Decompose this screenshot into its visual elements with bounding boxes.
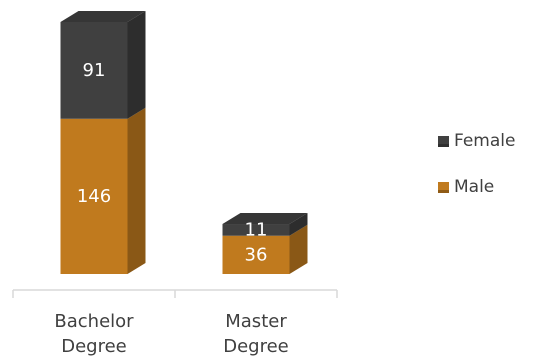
bars-layer xyxy=(60,11,308,274)
bar-female-side-bachelor xyxy=(127,11,146,119)
bar-female-top-bachelor xyxy=(60,11,146,22)
legend-swatch-male xyxy=(438,181,449,193)
bar-female-top-master xyxy=(222,213,308,225)
data-label-male-master: 36 xyxy=(245,244,268,265)
legend-label-male: Male xyxy=(454,177,495,197)
data-label-male-bachelor: 146 xyxy=(77,186,111,207)
data-labels-layer: 146 91 36 11 xyxy=(77,60,268,265)
category-label-bachelor: Bachelor Degree xyxy=(54,311,134,357)
legend-label-female: Female xyxy=(454,131,516,151)
legend-swatch-female xyxy=(438,135,449,147)
category-label-master: Master Degree xyxy=(223,311,289,357)
data-label-female-bachelor: 91 xyxy=(83,60,106,81)
bar-male-side-master xyxy=(289,224,308,274)
bar-male-master xyxy=(222,235,290,274)
data-label-female-master: 11 xyxy=(245,219,268,240)
legend-item-male: Male xyxy=(438,176,515,198)
bar-female-master xyxy=(222,224,290,236)
bar-female-bachelor xyxy=(60,22,128,119)
bar-female-side-master xyxy=(289,213,308,236)
x-axis: Bachelor Degree Master Degree xyxy=(12,289,338,357)
bar-male-bachelor xyxy=(60,118,128,274)
bar-male-side-bachelor xyxy=(127,107,146,274)
legend: Female Male xyxy=(438,130,515,222)
legend-item-female: Female xyxy=(438,130,515,152)
